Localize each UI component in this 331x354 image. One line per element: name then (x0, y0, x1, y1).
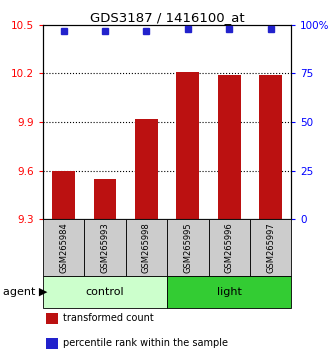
Text: GSM265998: GSM265998 (142, 223, 151, 273)
Text: GSM265995: GSM265995 (183, 223, 192, 273)
Text: GSM265993: GSM265993 (101, 223, 110, 273)
Bar (135, 119, 158, 219)
Bar (167, 219, 209, 276)
Bar (167, 276, 291, 308)
Text: GSM265997: GSM265997 (266, 223, 275, 273)
Bar (52, 171, 75, 219)
Bar (259, 75, 282, 219)
Text: percentile rank within the sample: percentile rank within the sample (63, 338, 228, 348)
Bar (84, 219, 126, 276)
Text: agent ▶: agent ▶ (3, 287, 48, 297)
Text: GSM265984: GSM265984 (59, 223, 68, 273)
Text: GSM265996: GSM265996 (225, 223, 234, 273)
Bar (250, 219, 291, 276)
Bar (43, 276, 167, 308)
Text: light: light (217, 287, 242, 297)
Text: control: control (86, 287, 124, 297)
Bar (43, 219, 84, 276)
Bar (218, 75, 241, 219)
Text: transformed count: transformed count (63, 313, 154, 323)
Bar (209, 219, 250, 276)
Bar (46, 313, 58, 324)
Bar (94, 179, 117, 219)
Bar (176, 72, 199, 219)
Bar (126, 219, 167, 276)
Bar (46, 338, 58, 349)
Title: GDS3187 / 1416100_at: GDS3187 / 1416100_at (90, 11, 245, 24)
